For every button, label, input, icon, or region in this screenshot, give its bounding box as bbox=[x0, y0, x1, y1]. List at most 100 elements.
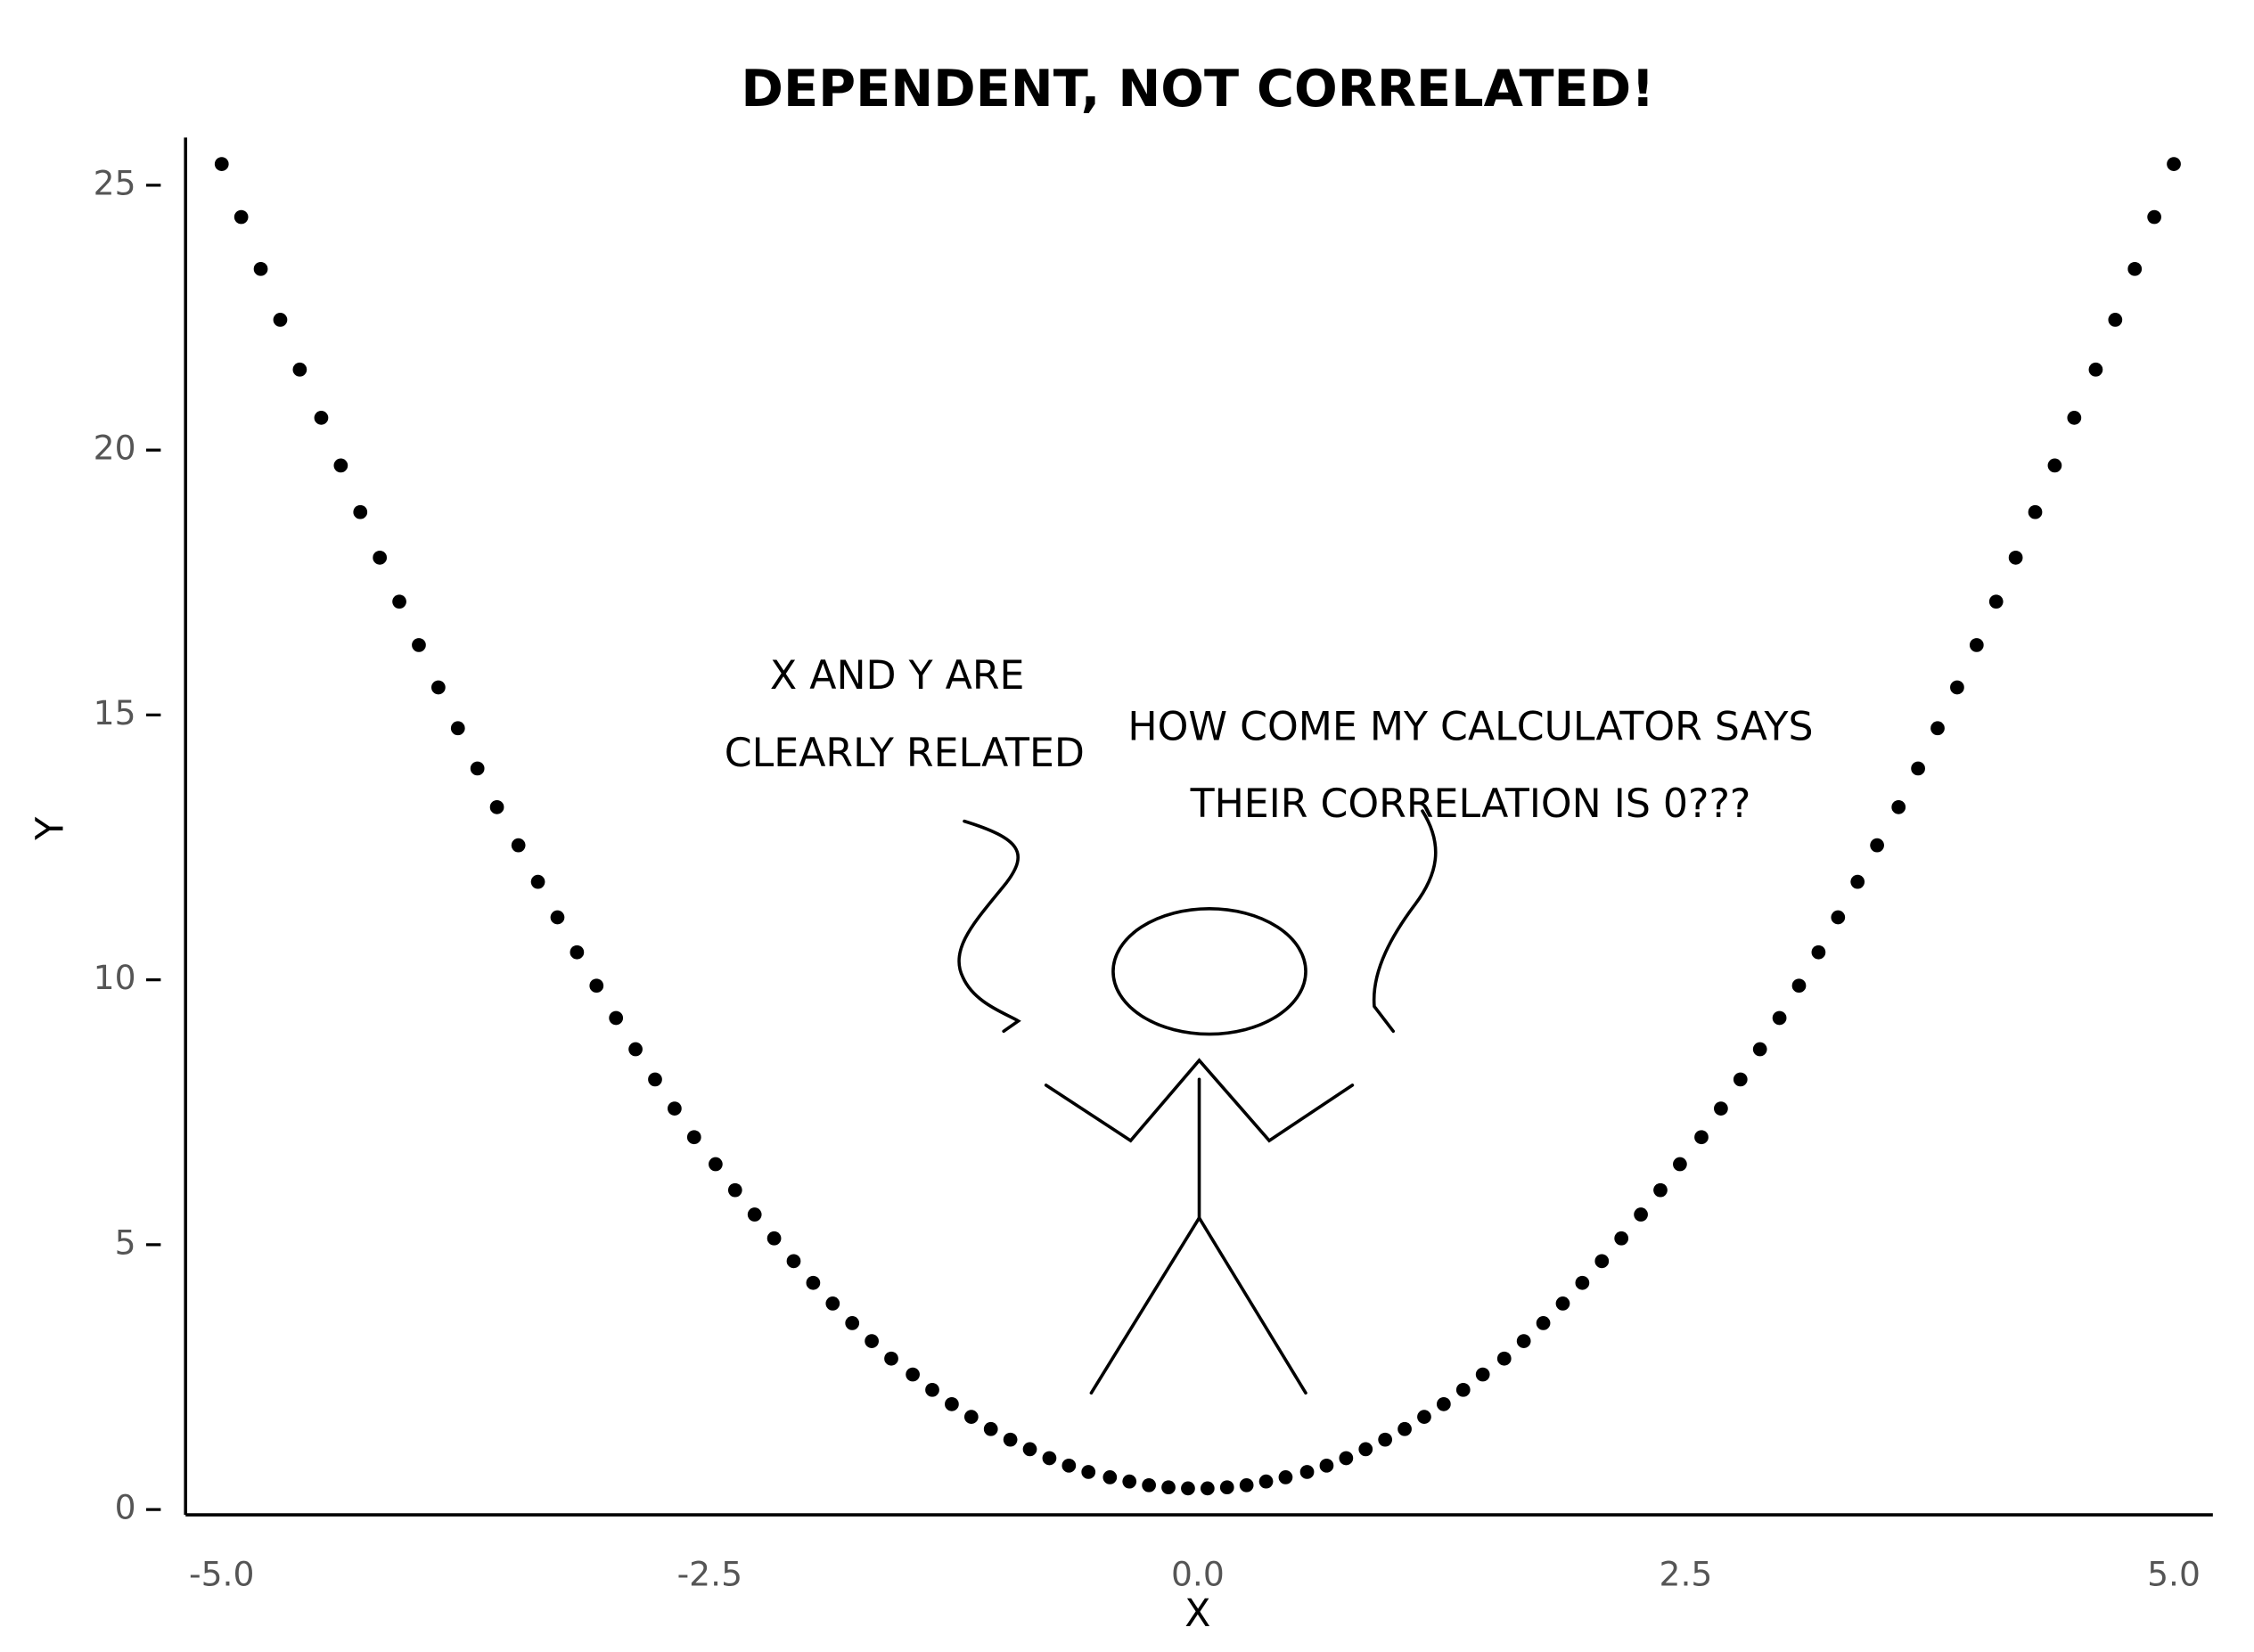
point bbox=[1258, 1474, 1274, 1489]
point bbox=[1042, 1451, 1057, 1466]
x-tick-label: 0.0 bbox=[1171, 1554, 1225, 1593]
point bbox=[1299, 1465, 1315, 1479]
point bbox=[1733, 1072, 1748, 1087]
point bbox=[1752, 1042, 1767, 1057]
point bbox=[1653, 1182, 1668, 1198]
point bbox=[963, 1410, 979, 1424]
point bbox=[253, 261, 268, 276]
point bbox=[1536, 1316, 1551, 1330]
point bbox=[1555, 1296, 1570, 1311]
point bbox=[2067, 411, 2082, 425]
chart-title: DEPENDENT, NOT CORRELATED! bbox=[741, 59, 1654, 119]
speech-line bbox=[957, 819, 1021, 1034]
point bbox=[412, 638, 426, 652]
point bbox=[1496, 1351, 1512, 1366]
point bbox=[1475, 1367, 1490, 1382]
point bbox=[292, 362, 307, 377]
point bbox=[314, 411, 329, 425]
x-axis-label: X bbox=[1184, 1592, 1210, 1636]
point bbox=[1614, 1231, 1629, 1246]
point bbox=[373, 550, 388, 565]
point bbox=[1911, 761, 1925, 776]
point bbox=[686, 1130, 701, 1145]
point bbox=[1397, 1421, 1412, 1436]
point bbox=[2047, 458, 2062, 473]
y-tick-label: 25 bbox=[94, 163, 136, 202]
arms bbox=[1044, 1058, 1355, 1143]
point bbox=[2028, 504, 2043, 519]
point bbox=[925, 1382, 939, 1397]
point bbox=[1791, 978, 1807, 994]
point bbox=[1850, 874, 1865, 889]
point bbox=[709, 1157, 723, 1172]
point bbox=[2147, 209, 2161, 225]
x-tick-label: -2.5 bbox=[677, 1554, 742, 1593]
point bbox=[1319, 1458, 1334, 1473]
point bbox=[550, 910, 565, 925]
x-tick-label: -5.0 bbox=[189, 1554, 254, 1593]
point bbox=[1575, 1275, 1590, 1290]
point bbox=[628, 1042, 643, 1057]
point bbox=[1219, 1480, 1234, 1495]
point bbox=[906, 1367, 920, 1382]
y-tick-label: 15 bbox=[94, 693, 136, 732]
point bbox=[2167, 157, 2181, 171]
point bbox=[747, 1207, 762, 1222]
point bbox=[353, 504, 368, 519]
point bbox=[1950, 680, 1964, 695]
stick-figure bbox=[957, 809, 1438, 1395]
point bbox=[1417, 1410, 1431, 1424]
y-axis-label: Y bbox=[29, 816, 72, 841]
point bbox=[2088, 362, 2103, 377]
point bbox=[1122, 1474, 1137, 1489]
point bbox=[1694, 1130, 1709, 1145]
point bbox=[1061, 1458, 1077, 1473]
y-tick-label: 10 bbox=[94, 958, 136, 997]
legs bbox=[1089, 1214, 1307, 1395]
point bbox=[1358, 1442, 1373, 1457]
point bbox=[1142, 1477, 1156, 1493]
point bbox=[609, 1010, 624, 1026]
point bbox=[1673, 1157, 1687, 1172]
annotation: X AND Y ARE bbox=[770, 653, 1025, 699]
point bbox=[766, 1231, 782, 1246]
point bbox=[273, 313, 288, 327]
point bbox=[1081, 1465, 1096, 1479]
point bbox=[1102, 1470, 1118, 1484]
point bbox=[1022, 1442, 1037, 1457]
point bbox=[786, 1254, 801, 1269]
x-tick-label: 2.5 bbox=[1660, 1554, 1713, 1593]
point bbox=[983, 1421, 998, 1436]
point bbox=[1772, 1010, 1787, 1026]
y-tick-label: 20 bbox=[94, 429, 136, 468]
point bbox=[470, 761, 485, 776]
point bbox=[214, 157, 229, 171]
point bbox=[865, 1334, 879, 1348]
point bbox=[845, 1316, 860, 1330]
point bbox=[2108, 313, 2123, 327]
point bbox=[806, 1275, 821, 1290]
point bbox=[1003, 1432, 1018, 1447]
annotation: CLEARLY RELATED bbox=[725, 731, 1085, 776]
point bbox=[648, 1072, 662, 1087]
point bbox=[1831, 910, 1846, 925]
point bbox=[1811, 945, 1826, 960]
point bbox=[1594, 1254, 1610, 1269]
y-tick-label: 0 bbox=[115, 1488, 136, 1527]
point bbox=[530, 874, 545, 889]
point bbox=[234, 209, 249, 225]
y-tick-label: 5 bbox=[115, 1223, 136, 1262]
point bbox=[825, 1296, 840, 1311]
point bbox=[1634, 1207, 1648, 1222]
point bbox=[1870, 838, 1884, 853]
point bbox=[945, 1396, 959, 1411]
point bbox=[1516, 1334, 1531, 1348]
point bbox=[570, 945, 585, 960]
x-tick-label: 5.0 bbox=[2147, 1554, 2201, 1593]
point bbox=[1339, 1451, 1354, 1466]
point bbox=[1239, 1477, 1254, 1493]
point bbox=[1200, 1481, 1215, 1496]
point bbox=[1988, 594, 2004, 609]
speech-line bbox=[1372, 809, 1438, 1034]
